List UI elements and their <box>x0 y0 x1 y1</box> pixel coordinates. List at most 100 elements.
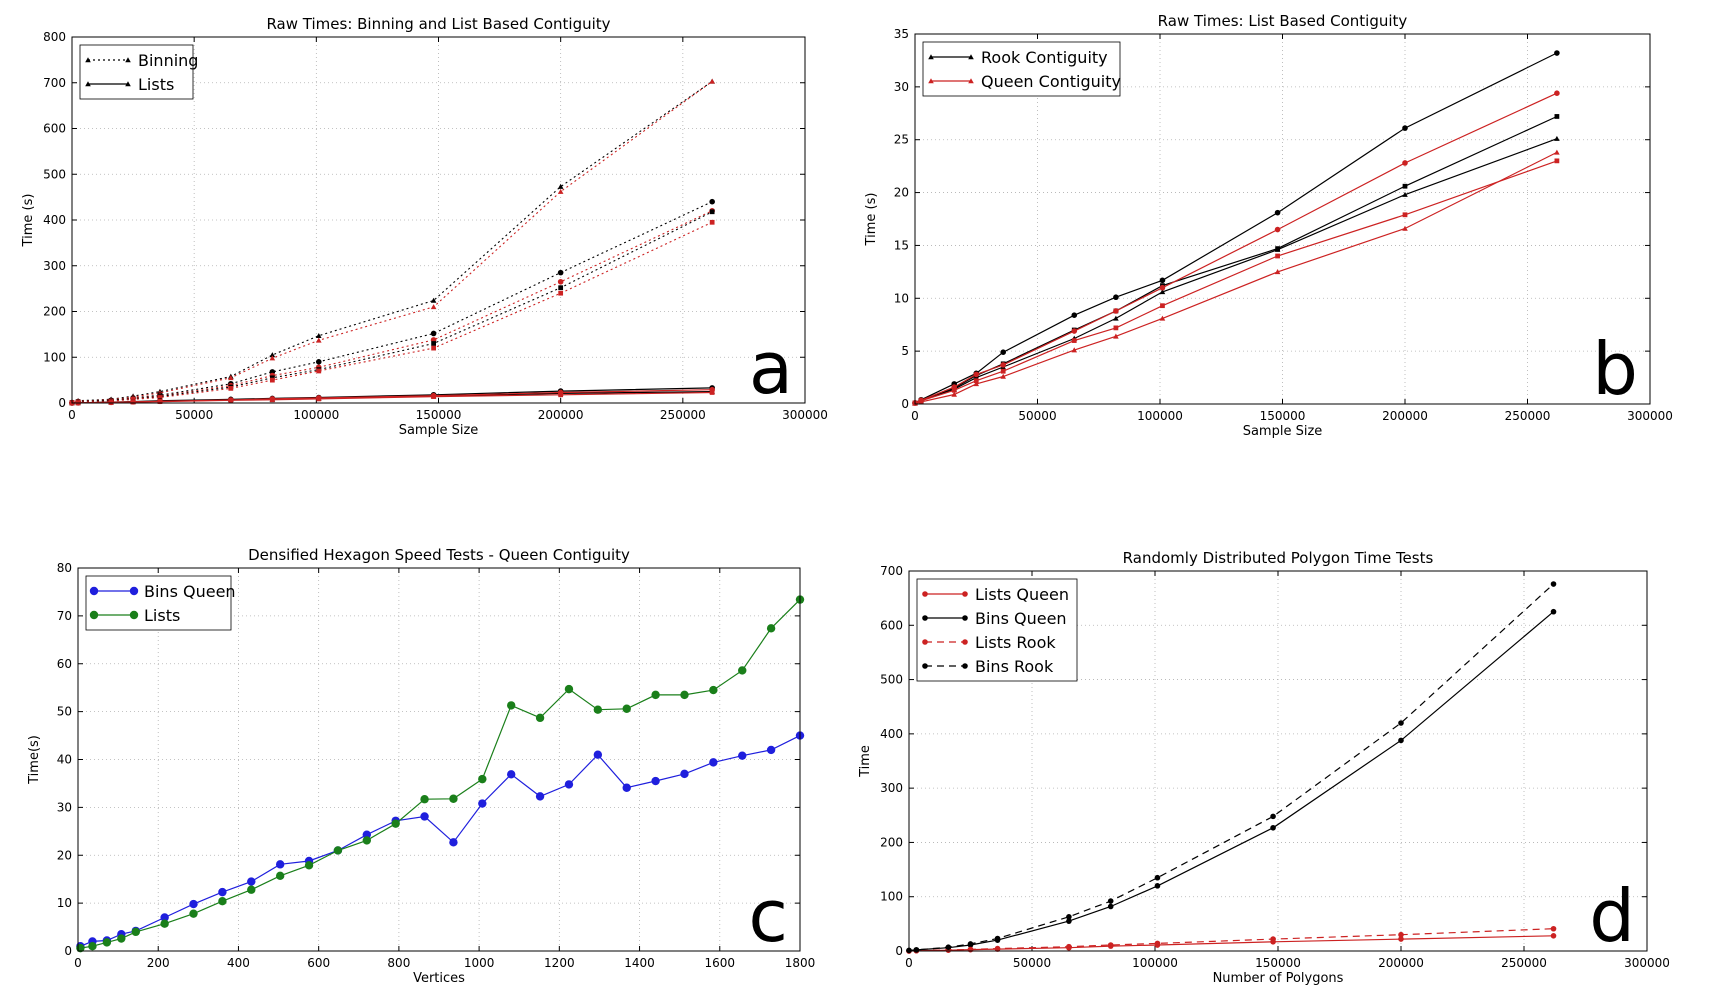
data-point <box>1113 325 1119 331</box>
data-point <box>1554 158 1560 164</box>
data-point <box>1402 183 1408 189</box>
legend-swatch-marker <box>962 615 968 621</box>
legend-label: Lists <box>138 75 174 94</box>
data-point <box>189 909 198 918</box>
y-tick-label: 200 <box>43 305 66 319</box>
data-point <box>218 897 227 906</box>
axes-frame <box>908 570 1648 952</box>
series-b-5 <box>912 149 1560 406</box>
data-point <box>1402 225 1408 231</box>
data-point <box>1398 931 1404 938</box>
data-point <box>1554 50 1560 56</box>
legend: Lists Queen Bins Queen Lists Rook Bins Rook <box>916 578 1078 682</box>
data-point <box>709 390 715 395</box>
legend-swatch-marker <box>962 639 968 645</box>
legend-swatch-marker <box>968 54 974 60</box>
y-axis-label: Time (s) <box>864 193 879 247</box>
x-tick-label: 400 <box>227 956 250 970</box>
axes-frame <box>77 567 801 952</box>
data-point <box>269 355 276 361</box>
data-point <box>564 780 574 789</box>
legend-label: Lists <box>144 606 180 625</box>
data-point <box>557 188 564 194</box>
data-point <box>117 934 126 943</box>
x-tick-label: 100000 <box>1132 956 1178 970</box>
legend: Bins Queen Lists <box>85 575 236 631</box>
data-point <box>275 871 285 881</box>
data-point <box>478 799 487 808</box>
y-tick-label: 20 <box>894 186 909 200</box>
data-point <box>420 812 429 821</box>
x-tick-label: 100000 <box>293 408 339 422</box>
data-point <box>1113 333 1119 339</box>
y-tick-label: 70 <box>57 609 72 623</box>
data-point <box>1402 212 1408 218</box>
data-point <box>269 397 275 403</box>
data-point <box>130 399 136 405</box>
legend-swatch-marker <box>85 81 91 87</box>
data-point <box>1154 940 1161 947</box>
data-point <box>1071 328 1078 334</box>
legend-label: Bins Rook <box>975 657 1054 676</box>
chart-c: 0 200 400 600 800 1000 1200 1400 1600 1800 0 10 20 30… <box>27 546 815 986</box>
legend-swatch-marker <box>928 54 934 60</box>
legend-swatch-marker <box>125 81 131 87</box>
y-tick-label: 0 <box>64 944 72 958</box>
data-point <box>316 368 322 374</box>
legend-swatch-marker <box>968 78 974 84</box>
data-point <box>1113 315 1119 321</box>
x-tick-label: 1200 <box>544 956 575 970</box>
y-tick-label: 500 <box>880 673 903 687</box>
legend: Rook Contiguity Queen Contiguity <box>922 41 1121 97</box>
data-point <box>1274 269 1281 275</box>
y-tick-label: 700 <box>880 564 903 578</box>
series-line <box>80 599 801 949</box>
legend-swatch-marker <box>129 610 139 620</box>
x-tick-label: 0 <box>911 409 919 423</box>
data-point <box>333 846 343 855</box>
y-tick-label: 400 <box>43 213 66 227</box>
x-tick-label: 50000 <box>175 408 213 422</box>
legend-label: Bins Queen <box>975 609 1067 628</box>
y-tick-label: 700 <box>43 76 66 90</box>
x-tick-label: 200000 <box>538 408 584 422</box>
data-point <box>1554 135 1560 141</box>
y-tick-label: 20 <box>57 848 72 862</box>
data-point <box>557 269 564 276</box>
chart-title: Raw Times: List Based Contiguity <box>1158 12 1408 30</box>
data-point <box>945 944 952 950</box>
data-point <box>1107 903 1114 910</box>
legend-label: Lists Queen <box>975 585 1069 604</box>
data-point <box>994 945 1001 952</box>
chart-a: 0 50000 100000 150000 200000 250000 300000 0 100… <box>21 15 828 438</box>
panel-letter: b <box>1592 327 1638 411</box>
data-point <box>1554 149 1560 155</box>
x-tick-label: 300000 <box>1624 956 1670 970</box>
data-point <box>189 899 198 909</box>
legend-swatch-marker <box>922 663 928 669</box>
data-point <box>1275 253 1280 259</box>
x-axis-label: Sample Size <box>1243 424 1323 439</box>
data-point <box>973 378 979 384</box>
data-point <box>709 198 715 205</box>
data-point <box>951 387 957 393</box>
data-point <box>228 385 234 391</box>
data-point <box>535 792 545 801</box>
x-tick-label: 300000 <box>1627 409 1673 423</box>
data-point <box>1274 209 1281 216</box>
data-point <box>507 701 516 710</box>
x-tick-label: 200000 <box>1378 956 1424 970</box>
data-point <box>558 392 564 398</box>
x-tick-label: 200 <box>147 956 170 970</box>
series-line <box>80 735 801 947</box>
data-point <box>362 836 371 845</box>
x-tick-label: 250000 <box>660 408 706 422</box>
data-point <box>1159 315 1166 321</box>
y-tick-label: 0 <box>895 944 903 958</box>
data-point <box>1113 308 1119 314</box>
data-point <box>622 783 631 792</box>
panel-letter: a <box>749 326 793 410</box>
y-tick-label: 800 <box>43 30 66 44</box>
y-tick-label: 35 <box>894 27 909 41</box>
